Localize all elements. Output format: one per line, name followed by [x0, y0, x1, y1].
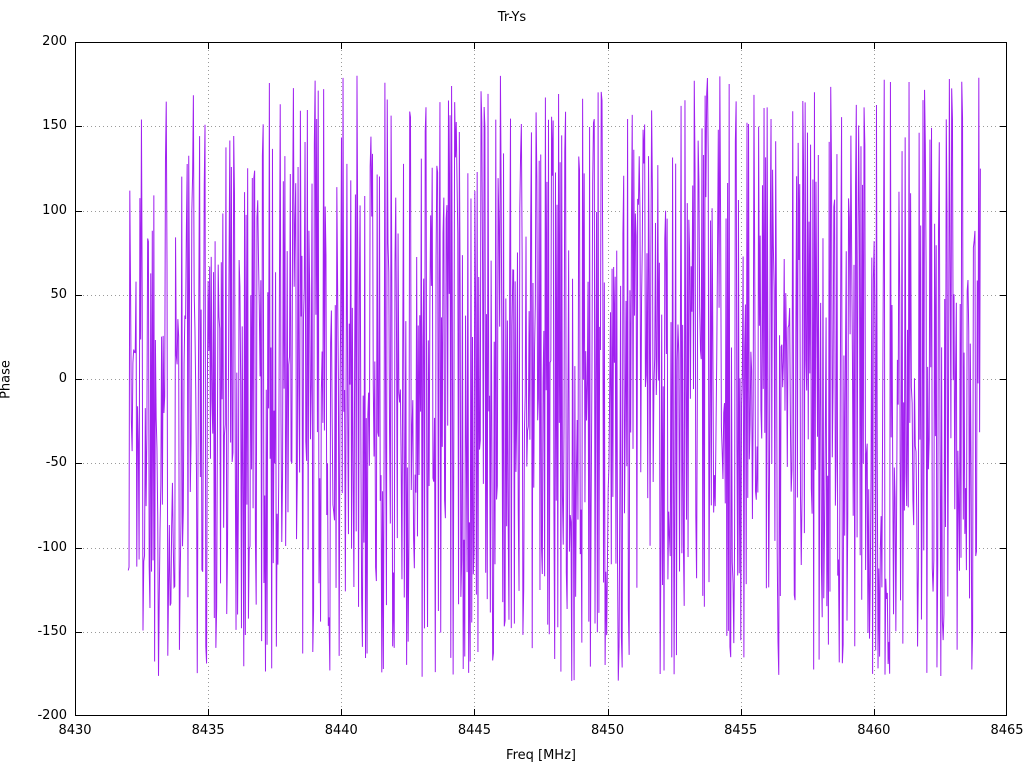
- x-axis-label: Freq [MHz]: [506, 748, 576, 763]
- phase-data-line: [127, 75, 981, 681]
- chart-title: Tr-Ys: [497, 10, 527, 25]
- x-tick-label: 8450: [591, 723, 625, 738]
- x-tick-label: 8465: [990, 723, 1024, 738]
- axis-tick-marks: [75, 42, 1007, 716]
- y-axis-label: Phase: [0, 360, 14, 399]
- x-tick-label: 8460: [857, 723, 891, 738]
- y-tick-label: -100: [37, 539, 67, 555]
- x-tick-label: 8430: [58, 723, 92, 738]
- y-tick-label: -50: [45, 455, 67, 471]
- x-tick-label: 8435: [191, 723, 225, 738]
- x-tick-label: 8445: [457, 723, 491, 738]
- y-tick-label: 100: [42, 202, 67, 218]
- y-tick-label: 150: [42, 118, 67, 134]
- plot-area: [75, 42, 1007, 716]
- plot-canvas: [75, 42, 1007, 716]
- x-tick-label: 8455: [724, 723, 758, 738]
- x-tick-label: 8440: [324, 723, 358, 738]
- plot-border: [75, 42, 1007, 716]
- y-tick-label: -150: [37, 623, 67, 639]
- y-tick-label: 0: [58, 371, 67, 386]
- y-tick-label: -200: [37, 708, 67, 723]
- y-tick-label: 200: [42, 34, 67, 49]
- y-tick-label: 50: [50, 286, 67, 302]
